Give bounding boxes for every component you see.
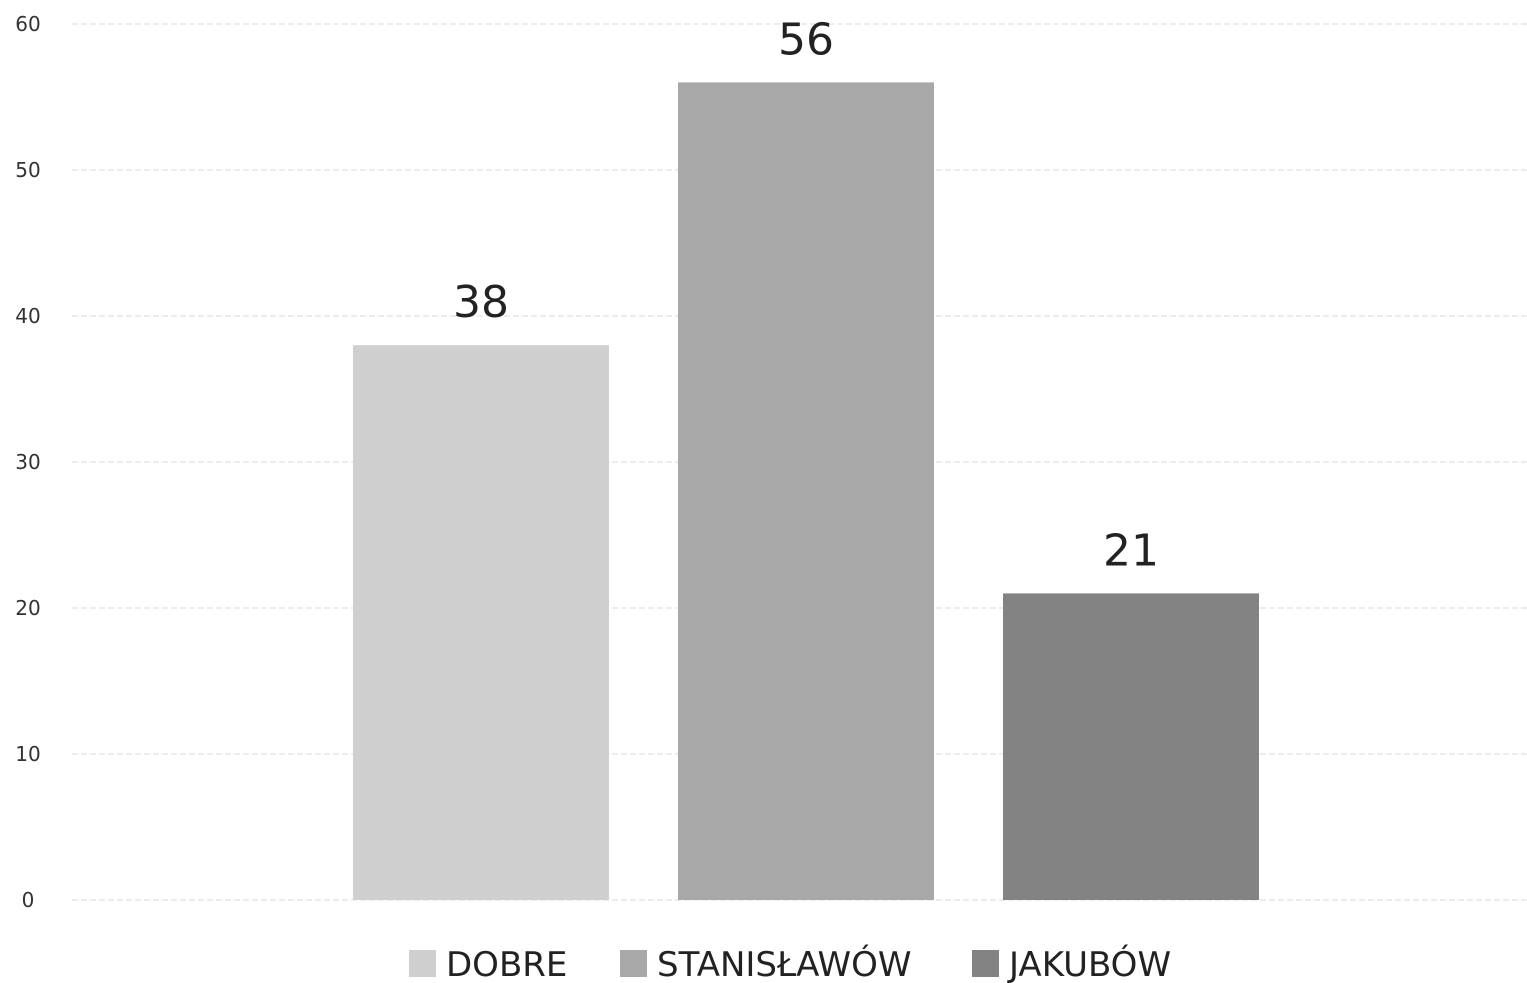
y-tick-label: 0 <box>22 888 35 912</box>
data-label: 21 <box>1103 525 1159 576</box>
y-tick-label: 50 <box>15 158 40 182</box>
y-tick-label: 20 <box>15 596 40 620</box>
bar-1 <box>353 345 609 900</box>
legend-label: STANISŁAWÓW <box>657 944 912 983</box>
y-tick-label: 30 <box>15 450 40 474</box>
data-label: 56 <box>778 14 834 65</box>
legend-swatch <box>620 950 647 977</box>
y-tick-label: 40 <box>15 304 40 328</box>
y-tick-label: 60 <box>15 12 40 36</box>
data-label: 38 <box>453 277 509 328</box>
legend-swatch <box>409 950 436 977</box>
legend-label: JAKUBÓW <box>1007 944 1171 983</box>
y-axis-ticks: 0 10 20 30 40 50 60 <box>15 12 40 912</box>
y-tick-label: 10 <box>15 742 40 766</box>
bar-3 <box>1003 593 1259 900</box>
legend-label: DOBRE <box>446 945 567 983</box>
legend: DOBRE STANISŁAWÓW JAKUBÓW <box>409 944 1171 983</box>
bars <box>353 82 1259 900</box>
data-labels: 38 56 21 <box>453 14 1159 576</box>
bar-2 <box>678 82 934 900</box>
legend-swatch <box>972 950 999 977</box>
